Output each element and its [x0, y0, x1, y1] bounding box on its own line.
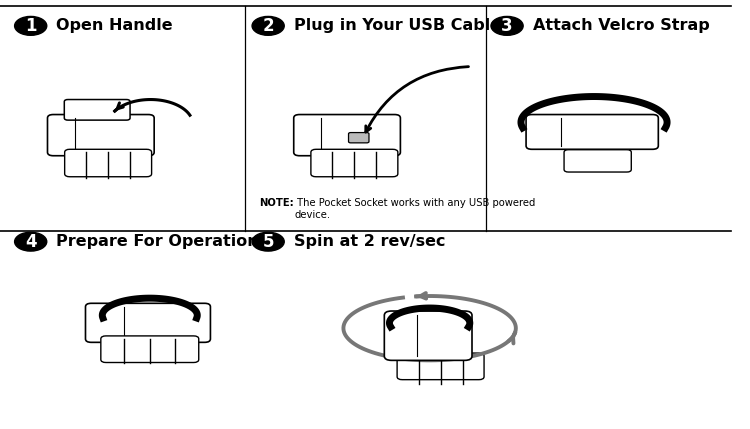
- Circle shape: [252, 232, 284, 251]
- FancyBboxPatch shape: [311, 149, 398, 177]
- FancyBboxPatch shape: [64, 149, 152, 177]
- Circle shape: [14, 232, 46, 251]
- FancyBboxPatch shape: [564, 150, 632, 172]
- FancyBboxPatch shape: [526, 115, 658, 149]
- Text: Spin at 2 rev/sec: Spin at 2 rev/sec: [294, 234, 446, 249]
- Text: Attach Velcro Strap: Attach Velcro Strap: [532, 18, 710, 33]
- Text: NOTE:: NOTE:: [260, 198, 294, 208]
- Text: Open Handle: Open Handle: [56, 18, 173, 33]
- Text: 2: 2: [262, 17, 274, 35]
- Circle shape: [252, 16, 284, 35]
- Text: Plug in Your USB Cable: Plug in Your USB Cable: [294, 18, 501, 33]
- Text: 4: 4: [25, 233, 37, 251]
- FancyBboxPatch shape: [384, 311, 472, 360]
- FancyBboxPatch shape: [47, 115, 154, 156]
- Text: The Pocket Socket works with any USB powered
device.: The Pocket Socket works with any USB pow…: [295, 198, 536, 220]
- FancyBboxPatch shape: [100, 336, 199, 363]
- Text: Prepare For Operation: Prepare For Operation: [56, 234, 260, 249]
- Text: 3: 3: [501, 17, 513, 35]
- Circle shape: [14, 16, 46, 35]
- FancyBboxPatch shape: [64, 100, 130, 120]
- Text: 1: 1: [25, 17, 37, 35]
- Circle shape: [491, 16, 524, 35]
- FancyBboxPatch shape: [397, 353, 484, 380]
- Text: 5: 5: [262, 233, 274, 251]
- FancyBboxPatch shape: [294, 115, 400, 156]
- FancyBboxPatch shape: [349, 133, 369, 143]
- FancyBboxPatch shape: [86, 303, 211, 342]
